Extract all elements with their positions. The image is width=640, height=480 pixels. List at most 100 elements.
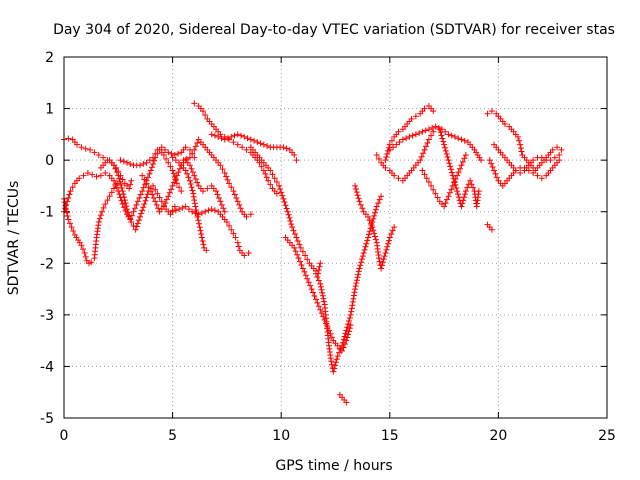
data-point [189, 208, 196, 215]
data-point [143, 159, 150, 166]
data-point [383, 246, 390, 253]
data-point [139, 188, 146, 195]
data-point [188, 184, 195, 191]
data-point [63, 209, 70, 216]
data-point [430, 108, 437, 115]
data-point [180, 157, 187, 164]
data-point [186, 177, 193, 184]
data-point [388, 231, 395, 238]
data-point [118, 184, 125, 191]
data-point [186, 154, 193, 161]
data-point [148, 164, 155, 171]
data-point [191, 200, 198, 207]
data-point [384, 150, 391, 157]
data-point [448, 186, 455, 193]
data-point [171, 179, 178, 186]
data-point [97, 172, 104, 179]
data-point [420, 150, 427, 157]
data-point [336, 349, 343, 356]
data-point [458, 162, 465, 169]
data-point [416, 130, 423, 137]
data-point [165, 159, 172, 166]
data-point [538, 175, 545, 182]
data-point [166, 189, 173, 196]
data-point [134, 198, 141, 205]
data-point [370, 227, 377, 234]
data-point [429, 124, 436, 131]
data-point [158, 198, 165, 205]
data-point [280, 195, 287, 202]
data-point [446, 189, 453, 196]
data-point [356, 265, 363, 272]
data-point [345, 321, 352, 328]
data-point [372, 206, 379, 213]
data-point [314, 299, 321, 306]
data-point [421, 105, 428, 112]
data-point [295, 255, 302, 262]
data-point [461, 191, 468, 198]
data-point [224, 176, 231, 183]
data-point [378, 193, 385, 200]
data-point [467, 177, 474, 184]
data-point [93, 173, 100, 180]
data-point [359, 253, 366, 260]
data-point [221, 208, 228, 215]
data-point [185, 206, 192, 213]
data-point [168, 150, 175, 157]
data-point [271, 175, 278, 182]
data-point [123, 203, 130, 210]
data-point [119, 200, 126, 207]
data-point [265, 177, 272, 184]
y-tick-label: 0 [45, 153, 54, 169]
data-point [202, 112, 209, 119]
data-point [217, 198, 224, 205]
data-point [352, 186, 359, 193]
data-point [318, 310, 325, 317]
data-point [76, 175, 83, 182]
data-point [382, 157, 389, 164]
data-point [278, 189, 285, 196]
data-point [200, 188, 207, 195]
data-point [150, 194, 157, 201]
data-point [82, 145, 89, 152]
data-point [196, 224, 203, 231]
data-point [354, 274, 361, 281]
data-point [112, 181, 119, 188]
data-point [100, 154, 107, 161]
data-point [237, 205, 244, 212]
data-point [516, 137, 523, 144]
y-tick-label: -3 [40, 308, 54, 324]
data-point [205, 207, 212, 214]
data-point [378, 262, 385, 269]
data-point [208, 131, 215, 138]
data-point [372, 209, 379, 216]
data-point [192, 210, 199, 217]
data-point [153, 201, 160, 208]
data-point [267, 167, 274, 174]
data-point [293, 234, 300, 241]
data-point [263, 174, 270, 181]
plot-frame [63, 56, 608, 419]
data-point [350, 295, 357, 302]
data-point [169, 167, 176, 174]
data-point [391, 172, 398, 179]
data-point [141, 176, 148, 183]
data-point [428, 182, 435, 189]
data-point [280, 144, 287, 151]
data-point [354, 192, 361, 199]
data-point [345, 331, 352, 338]
data-point [328, 361, 335, 368]
data-point [117, 178, 124, 185]
data-point [339, 339, 346, 346]
data-point [373, 151, 380, 158]
data-point [435, 124, 442, 131]
data-point [356, 198, 363, 205]
data-point [126, 212, 133, 219]
data-point [234, 239, 241, 246]
data-point [454, 188, 461, 195]
data-point [142, 197, 149, 204]
data-point [158, 144, 165, 151]
data-point [551, 154, 558, 161]
data-point [556, 151, 563, 158]
data-point [372, 233, 379, 240]
